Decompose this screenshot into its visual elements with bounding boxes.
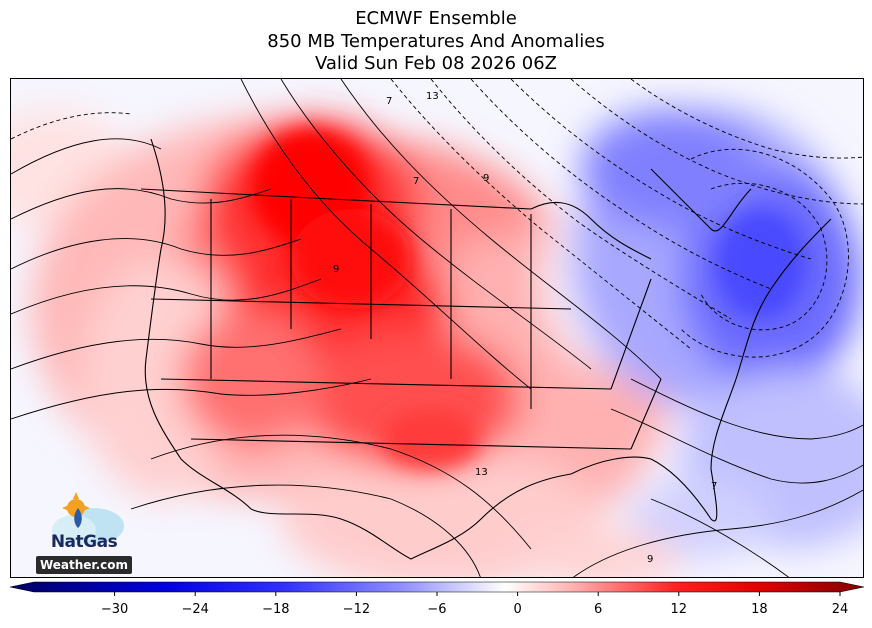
colorbar bbox=[9, 581, 865, 596]
flame-icon bbox=[74, 508, 82, 528]
colorbar-tick-label: −6 bbox=[427, 602, 447, 617]
logo-text-website: Weather.com bbox=[36, 556, 132, 574]
contour-label: 7 bbox=[413, 176, 419, 187]
chart-title-line-1: ECMWF Ensemble bbox=[355, 8, 517, 29]
contour-label: 7 bbox=[711, 481, 717, 492]
contour-label: 13 bbox=[475, 467, 488, 478]
contour-label: 13 bbox=[426, 91, 439, 102]
colorbar-tick-label: −30 bbox=[100, 602, 129, 617]
colorbar-tick-label: 0 bbox=[513, 602, 522, 617]
contour-labels: 7 13 9 7 13 9 7 9 bbox=[333, 91, 717, 565]
contour-label: 7 bbox=[386, 96, 392, 107]
map-panel: 7 13 9 7 13 9 7 9 bbox=[10, 78, 864, 578]
colorbar-tick-label: 6 bbox=[594, 602, 603, 617]
negative-contours bbox=[11, 79, 863, 358]
colorbar-tick-label: −12 bbox=[342, 602, 371, 617]
logo-text-natgas: NatGas bbox=[50, 532, 118, 552]
colorbar-tick-label: −18 bbox=[262, 602, 290, 617]
natgas-logo bbox=[52, 492, 124, 545]
contour-label: 9 bbox=[647, 554, 653, 565]
colorbar-tick-label: 18 bbox=[751, 602, 768, 617]
contour-label: 9 bbox=[483, 173, 489, 184]
colorbar-tick-label: 24 bbox=[831, 602, 849, 617]
colorbar-scale bbox=[9, 581, 865, 593]
coastlines-and-borders bbox=[140, 138, 832, 560]
anomaly-map: 7 13 9 7 13 9 7 9 bbox=[11, 79, 863, 577]
temperature-contours bbox=[11, 79, 863, 577]
colorbar-tick-label: −24 bbox=[181, 602, 209, 617]
chart-title-line-2: 850 MB Temperatures And Anomalies bbox=[267, 31, 605, 52]
colorbar-tick-label: 12 bbox=[670, 602, 688, 617]
contour-label: 9 bbox=[333, 264, 339, 275]
chart-title-line-3: Valid Sun Feb 08 2026 06Z bbox=[314, 53, 558, 74]
